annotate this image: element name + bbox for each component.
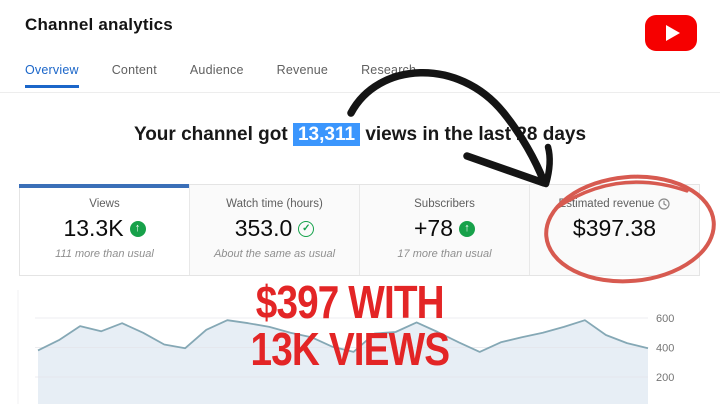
selected-card-indicator <box>19 184 189 188</box>
card-watch-time-number: 353.0 <box>234 215 293 241</box>
check-circle-icon: ✓ <box>298 220 315 237</box>
card-revenue-value: $397.38 <box>530 215 699 242</box>
y-axis-tick-label: 400 <box>656 343 674 355</box>
card-views-value: 13.3K ↑ <box>20 215 189 242</box>
tab-revenue[interactable]: Revenue <box>276 63 329 77</box>
play-triangle-icon <box>665 25 680 41</box>
clock-icon[interactable] <box>658 198 671 210</box>
tab-audience[interactable]: Audience <box>189 63 244 77</box>
card-views-number: 13.3K <box>63 215 124 241</box>
chart-container: 600 400 200 <box>0 290 720 404</box>
card-subscribers-label: Subscribers <box>414 198 475 210</box>
views-count-highlight: 13,311 <box>292 123 361 146</box>
arrow-up-circle-icon: ↑ <box>129 220 146 237</box>
card-views-label: Views <box>89 198 120 210</box>
analytics-chart[interactable]: 600 400 200 <box>0 290 720 404</box>
card-watch-time-label: Watch time (hours) <box>226 198 323 210</box>
card-views[interactable]: Views 13.3K ↑ 111 more than usual <box>19 184 189 275</box>
card-views-sub: 111 more than usual <box>55 248 154 260</box>
card-subscribers-number: +78 <box>413 215 453 241</box>
tab-content[interactable]: Content <box>111 63 157 77</box>
card-revenue-label: Estimated revenue <box>530 198 699 210</box>
header: Channel analytics Overview Content Audie… <box>0 0 720 93</box>
card-subscribers-sub: 17 more than usual <box>397 248 492 260</box>
y-axis-tick-label: 600 <box>656 313 674 325</box>
y-axis-tick-label: 200 <box>656 372 674 384</box>
card-subscribers[interactable]: Subscribers +78 ↑ 17 more than usual <box>359 185 529 275</box>
chart-area-fill <box>38 320 648 404</box>
card-revenue-label-text: Estimated revenue <box>558 198 655 210</box>
tab-bar: Overview Content Audience Revenue Resear… <box>25 63 416 88</box>
metric-cards: Views 13.3K ↑ 111 more than usual Watch … <box>19 184 700 276</box>
card-watch-time-sub: About the same as usual <box>213 248 336 260</box>
arrow-up-circle-icon: ↑ <box>459 220 475 237</box>
card-revenue[interactable]: Estimated revenue $397.38 <box>529 185 699 275</box>
chart-line <box>37 319 649 353</box>
headline-suffix: views in the last 28 days <box>360 124 587 145</box>
chart-gridlines <box>35 317 648 378</box>
tab-overview[interactable]: Overview <box>25 63 79 88</box>
card-watch-time-value: 353.0 ✓ <box>190 215 359 242</box>
headline: Your channel got 13,311 views in the las… <box>0 123 720 146</box>
youtube-logo-icon[interactable] <box>645 15 697 51</box>
page-title: Channel analytics <box>25 15 173 34</box>
headline-prefix: Your channel got <box>133 124 293 145</box>
card-revenue-number: $397.38 <box>572 215 657 241</box>
card-subscribers-value: +78 ↑ <box>360 215 529 242</box>
tab-research[interactable]: Research <box>361 63 417 77</box>
card-watch-time[interactable]: Watch time (hours) 353.0 ✓ About the sam… <box>189 185 359 275</box>
chart-y-axis-labels: 600 400 200 <box>656 313 674 384</box>
